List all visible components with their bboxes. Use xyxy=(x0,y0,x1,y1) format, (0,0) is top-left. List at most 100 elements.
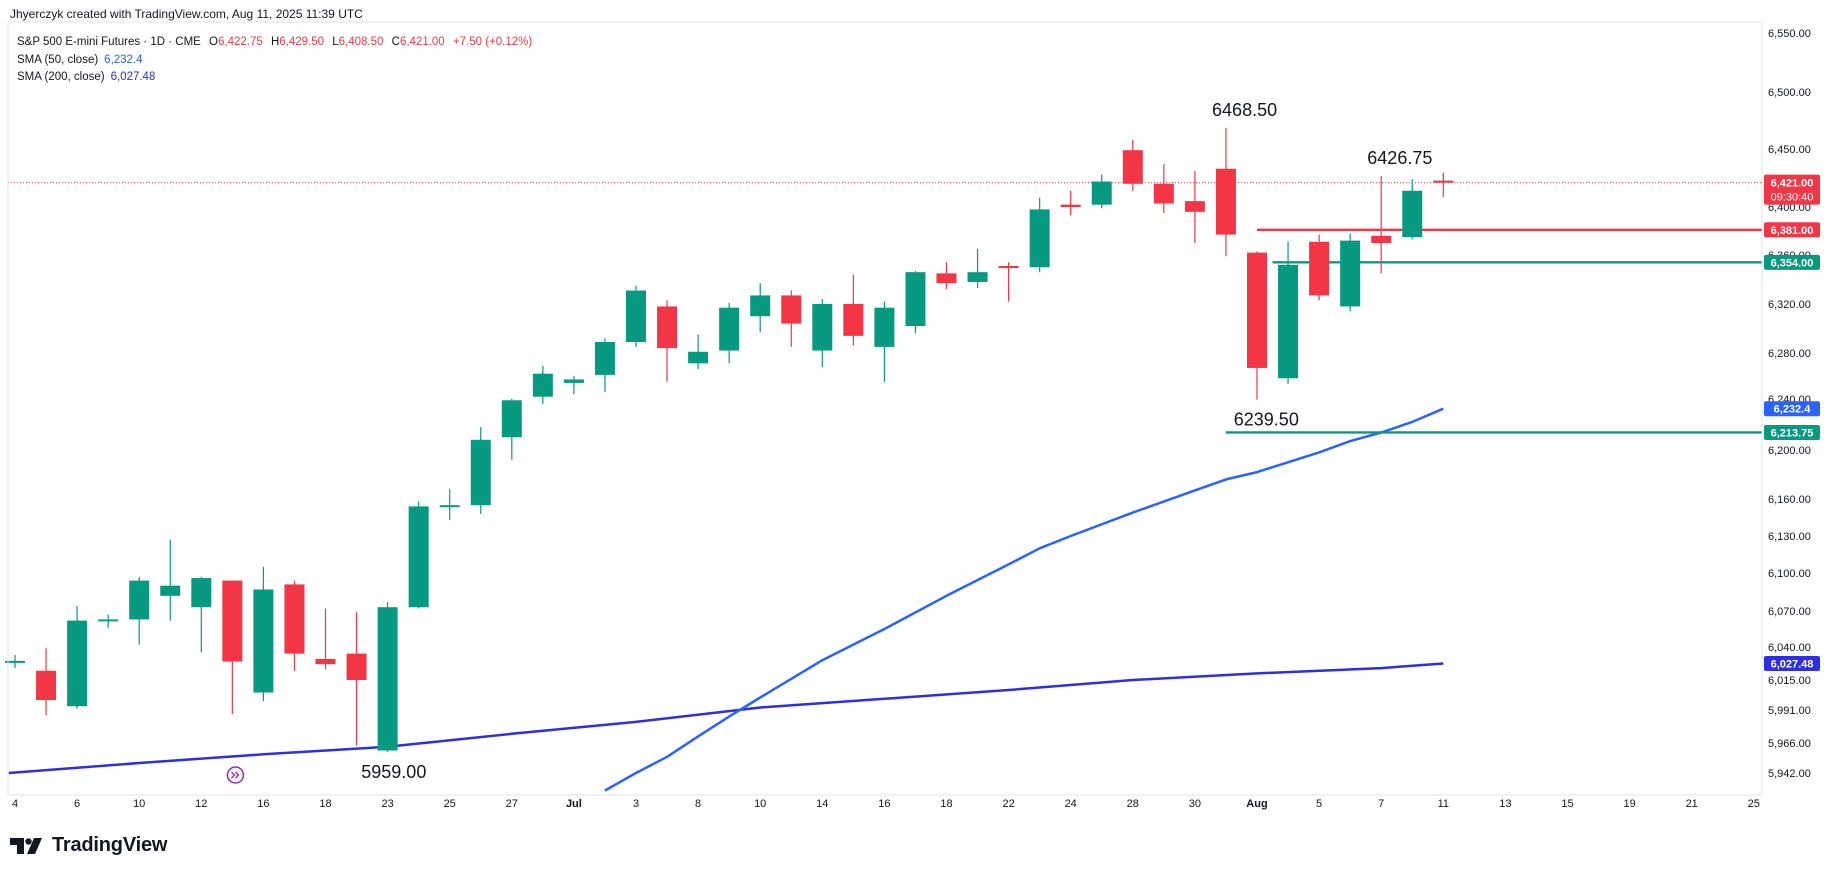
candle-body xyxy=(377,607,398,751)
y-tick-label: 6,040.00 xyxy=(1768,642,1811,654)
candle-body xyxy=(129,580,150,620)
level-tag-bg xyxy=(1764,222,1820,238)
x-tick-label: 13 xyxy=(1499,798,1511,810)
candle-body xyxy=(998,266,1019,269)
chart-extras xyxy=(226,766,245,784)
price-annotation: 5959.00 xyxy=(361,762,426,782)
candle-body xyxy=(843,304,864,336)
x-tick-label: 19 xyxy=(1623,798,1635,810)
x-tick-label: 30 xyxy=(1189,798,1201,810)
candle-body xyxy=(750,295,771,317)
sma200-tag-bg xyxy=(1764,656,1820,672)
y-tick-label: 6,280.00 xyxy=(1768,348,1811,360)
low-value: 6,408.50 xyxy=(338,36,384,48)
y-tick-label: 5,991.00 xyxy=(1768,705,1811,717)
x-tick-label: 4 xyxy=(12,798,18,810)
sma200-path xyxy=(8,662,1444,775)
x-tick-label: 10 xyxy=(133,798,145,810)
tradingview-brand: TradingView xyxy=(52,834,168,856)
price-annotations: 6468.50 6426.75 6239.50 5959.00 xyxy=(361,100,1432,782)
candle-body xyxy=(1184,201,1205,212)
high-label: H xyxy=(270,36,280,48)
candle-body xyxy=(1029,209,1050,268)
x-tick-label: 22 xyxy=(1002,798,1014,810)
candle-body xyxy=(222,580,243,662)
candle-body xyxy=(657,306,678,349)
legend-sma50-row[interactable]: SMA (50, close) 6,232.4 xyxy=(17,52,532,70)
close-value: 6,421.00 xyxy=(399,36,445,48)
candle-body xyxy=(1402,190,1423,237)
high-value: 6,429.50 xyxy=(279,36,325,48)
candle-body xyxy=(346,653,367,680)
y-tick-label: 6,070.00 xyxy=(1768,606,1811,618)
candle-body xyxy=(781,295,802,324)
candle-body xyxy=(315,658,336,665)
x-tick-label: 18 xyxy=(940,798,952,810)
sma200-tag: 6,027.48 xyxy=(1771,659,1814,671)
symbol-name[interactable]: S&P 500 E-mini Futures · 1D · CME xyxy=(17,36,201,48)
candle-body xyxy=(501,400,522,438)
y-tick-label: 6,130.00 xyxy=(1768,531,1811,543)
price-annotation: 6239.50 xyxy=(1234,410,1299,430)
candles xyxy=(5,127,1454,752)
x-tick-label: 18 xyxy=(319,798,331,810)
close-label: C xyxy=(391,36,400,48)
tradingview-logo-icon xyxy=(10,837,42,854)
x-tick-label: 8 xyxy=(695,798,701,810)
candle-body xyxy=(905,272,926,327)
candle-body xyxy=(967,272,988,282)
y-tick-label: 5,966.00 xyxy=(1768,738,1811,750)
candle-body xyxy=(1091,181,1112,205)
x-tick-label: 16 xyxy=(878,798,890,810)
candle-body xyxy=(1153,183,1174,204)
x-tick-label: Aug xyxy=(1246,798,1267,810)
candle-body xyxy=(719,307,740,351)
x-tick-label: 11 xyxy=(1438,798,1449,810)
candle-body xyxy=(98,619,119,622)
y-tick-label: 6,200.00 xyxy=(1768,445,1811,457)
x-tick-label: 16 xyxy=(257,798,269,810)
chart-credit: Jhyerczyk created with TradingView.com, … xyxy=(10,7,363,21)
candle-body xyxy=(470,439,491,506)
candle-body xyxy=(160,585,181,596)
candle-body xyxy=(284,584,305,654)
level-tag-bg xyxy=(1764,424,1820,440)
legend-sma200-row[interactable]: SMA (200, close) 6,027.48 xyxy=(17,69,532,87)
x-tick-label: 24 xyxy=(1065,798,1077,810)
candle-body xyxy=(408,506,429,608)
price-annotation: 6468.50 xyxy=(1212,100,1277,120)
level-tag: 6,381.00 xyxy=(1771,225,1814,237)
x-tick-label: 25 xyxy=(444,798,456,810)
change-value: +7.50 (+0.12%) xyxy=(452,36,533,48)
candle-body xyxy=(532,373,553,397)
price-tags: 6,421.00 09:30:40 6,381.00 6,354.00 6,213.75… xyxy=(1764,174,1820,672)
candle-body xyxy=(1122,150,1143,184)
candle-body xyxy=(1309,241,1330,296)
candle-body xyxy=(67,620,88,707)
x-tick-label: 5 xyxy=(1316,798,1322,810)
y-tick-label: 5,942.00 xyxy=(1768,768,1811,780)
legend-symbol-row: S&P 500 E-mini Futures · 1D · CME O6,422… xyxy=(17,34,532,52)
candle-body xyxy=(626,290,646,342)
x-tick-label: 7 xyxy=(1378,798,1384,810)
candle-body xyxy=(191,578,212,608)
last-price-tag-bg xyxy=(1764,174,1820,205)
candle-body xyxy=(874,307,895,347)
sma200-value: 6,027.48 xyxy=(110,71,156,83)
y-tick-label: 6,500.00 xyxy=(1768,87,1811,99)
y-tick-label: 6,400.00 xyxy=(1768,202,1811,214)
candle-body xyxy=(812,304,833,351)
candle-body xyxy=(1215,168,1236,235)
x-tick-label: 10 xyxy=(754,798,766,810)
y-tick-label: 6,160.00 xyxy=(1768,494,1811,506)
y-tick-label: 6,450.00 xyxy=(1768,144,1811,156)
candle-body xyxy=(1371,235,1392,243)
axes: 6,550.006,500.006,450.006,400.006,360.00… xyxy=(7,21,1811,810)
price-annotation: 6426.75 xyxy=(1367,148,1432,168)
y-tick-label: 6,015.00 xyxy=(1768,675,1811,687)
sma50-path xyxy=(604,407,1444,792)
event-marker-arrows xyxy=(230,771,240,779)
x-tick-label: 3 xyxy=(633,798,639,810)
sma50-tag: 6,232.4 xyxy=(1774,404,1812,416)
